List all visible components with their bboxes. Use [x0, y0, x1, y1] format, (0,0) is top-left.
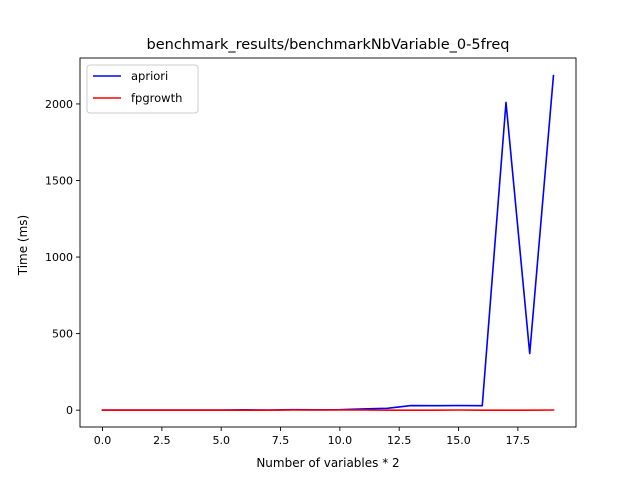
x-tick-label: 5.0 [212, 434, 230, 447]
x-tick-label: 7.5 [272, 434, 290, 447]
y-tick-label: 1500 [45, 174, 73, 187]
chart-title: benchmark_results/benchmarkNbVariable_0-… [147, 37, 510, 53]
x-tick-label: 15.0 [446, 434, 471, 447]
y-axis-label: Time (ms) [16, 215, 30, 277]
legend-label-apriori: apriori [131, 69, 168, 83]
x-axis-label: Number of variables * 2 [256, 456, 399, 470]
x-tick-label: 2.5 [153, 434, 171, 447]
axes-frame [79, 57, 577, 428]
legend-box [86, 64, 199, 114]
plot-area: 0.0 2.5 5.0 7.5 10.0 12.5 15.0 17.5 0 500 1000 1500… [45, 57, 577, 447]
y-tick-label: 0 [66, 404, 73, 417]
x-tick-label: 0.0 [94, 434, 112, 447]
x-tick-label: 17.5 [506, 434, 531, 447]
y-tick-label: 1000 [45, 251, 73, 264]
x-tick-label: 10.0 [328, 434, 353, 447]
x-tick-label: 12.5 [387, 434, 412, 447]
legend-label-fpgrowth: fpgrowth [131, 91, 182, 105]
y-tick-label: 2000 [45, 98, 73, 111]
y-tick-label: 500 [52, 328, 73, 341]
